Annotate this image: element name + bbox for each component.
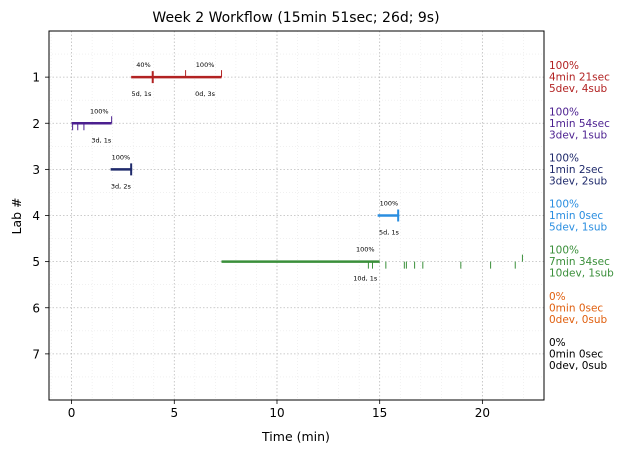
lab-1-summary-line: 100%: [549, 60, 579, 72]
lab-7-summary-line: 0dev, 0sub: [549, 360, 608, 372]
axes: 0 5 10 15 20 1 2 3 4 5 6 7: [32, 71, 490, 420]
x-tick-label: 10: [269, 406, 284, 420]
y-tick-label: 6: [32, 301, 40, 315]
lab-4-summary-line: 5dev, 1sub: [549, 222, 608, 234]
lab-1-series: 40% 5d, 1s 100% 0d, 3s: [131, 61, 223, 98]
lab-2-annotation: 3d, 1s: [91, 136, 112, 144]
lab-3-annotation: 100%: [112, 153, 131, 161]
lab-7-summary-line: 0min 0sec: [549, 348, 603, 360]
lab-4-series: 100% 5d, 1s: [377, 200, 400, 237]
lab-3-summary-line: 3dev, 2sub: [549, 175, 608, 187]
lab-2-annotation: 100%: [90, 107, 109, 115]
lab-5-annotation: 10d, 1s: [353, 275, 378, 283]
lab-6-summary-line: 0%: [549, 291, 566, 303]
lab-2-series: 100% 3d, 1s: [71, 107, 113, 144]
x-tick-label: 0: [68, 406, 76, 420]
x-tick-label: 15: [372, 406, 387, 420]
lab-3-summary-line: 100%: [549, 152, 579, 164]
lab-3-summary-line: 1min 2sec: [549, 164, 603, 176]
lab-5-summary-line: 7min 34sec: [549, 256, 610, 268]
lab-6-summary-line: 0min 0sec: [549, 302, 603, 314]
lab-5-summary-line: 100%: [549, 245, 579, 257]
lab-4-annotation: 5d, 1s: [379, 229, 400, 237]
lab-3-series: 100% 3d, 2s: [110, 153, 133, 190]
y-tick-label: 7: [32, 347, 40, 361]
x-tick-label: 20: [475, 406, 490, 420]
lab-2-summary-line: 100%: [549, 106, 579, 118]
grid: [49, 31, 545, 400]
y-tick-label: 4: [32, 209, 40, 223]
lab-3-annotation: 3d, 2s: [111, 182, 132, 190]
lab-5-series: 100% 10d, 1s: [221, 246, 523, 283]
lab-1-summary-line: 4min 21sec: [549, 72, 610, 84]
lab-4-summary-line: 100%: [549, 199, 579, 211]
lab-4-annotation: 100%: [380, 200, 399, 208]
lab-6-summary-line: 0dev, 0sub: [549, 314, 608, 326]
lab-2-summary-line: 1min 54sec: [549, 118, 610, 130]
lab-1-summary-line: 5dev, 4sub: [549, 83, 608, 95]
x-tick-label: 5: [170, 406, 178, 420]
lab-1-annotation: 100%: [196, 61, 215, 69]
lab-7-summary-line: 0%: [549, 337, 566, 349]
chart-title: Week 2 Workflow (15min 51sec; 26d; 9s): [152, 10, 439, 26]
y-tick-label: 3: [32, 163, 40, 177]
lab-1-annotation: 0d, 3s: [195, 90, 216, 98]
lab-4-summary-line: 1min 0sec: [549, 210, 603, 222]
lab-1-annotation: 5d, 1s: [131, 90, 152, 98]
y-tick-label: 5: [32, 255, 40, 269]
lab-1-annotation: 40%: [136, 61, 150, 69]
lab-2-summary-line: 3dev, 1sub: [549, 129, 608, 141]
lab-5-annotation: 100%: [356, 246, 375, 254]
y-axis-label: Lab #: [9, 197, 24, 234]
lab-5-summary-line: 10dev, 1sub: [549, 268, 614, 280]
y-tick-label: 2: [32, 117, 40, 131]
x-axis-label: Time (min): [261, 429, 330, 444]
y-tick-label: 1: [32, 71, 40, 85]
